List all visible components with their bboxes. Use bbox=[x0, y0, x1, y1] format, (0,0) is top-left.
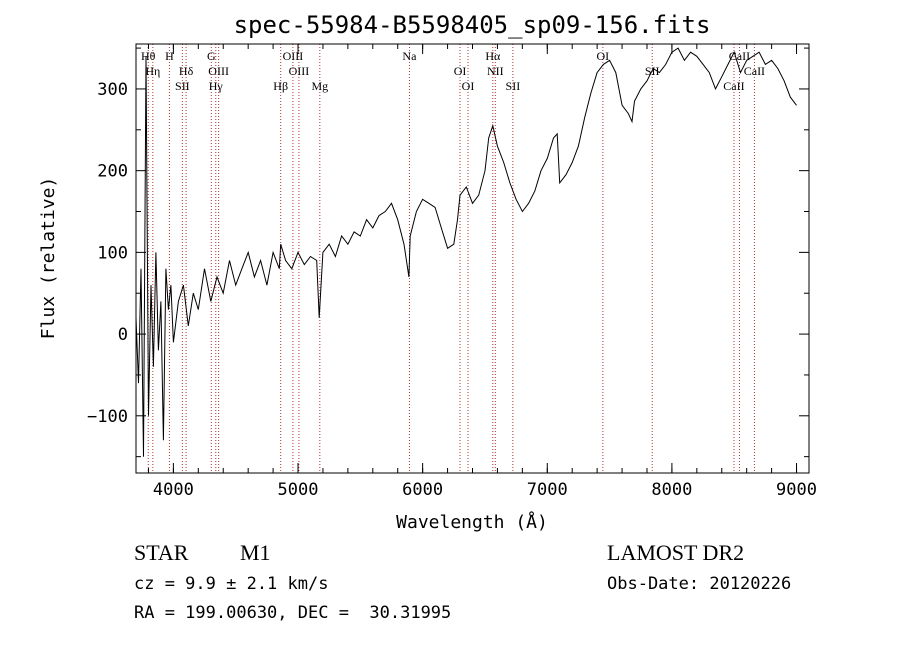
x-axis-ticks: 4000 5000 6000 7000 8000 9000 bbox=[147, 44, 817, 500]
line-label: SII bbox=[506, 79, 521, 93]
x-tick-label: 8000 bbox=[651, 480, 692, 500]
redshift-velocity: cz = 9.9 ± 2.1 km/s bbox=[134, 574, 329, 594]
line-label: Hα bbox=[485, 49, 501, 63]
line-label: Hγ bbox=[209, 79, 224, 93]
line-label: CaII bbox=[744, 64, 765, 78]
line-label: OI bbox=[597, 49, 610, 63]
survey-name: LAMOST DR2 bbox=[607, 540, 745, 565]
plot-frame bbox=[135, 43, 810, 474]
line-label: CaII bbox=[723, 79, 744, 93]
line-label: Hβ bbox=[273, 79, 288, 93]
line-label: NII bbox=[487, 64, 504, 78]
spectrum-line bbox=[135, 47, 797, 457]
ra-dec-coordinates: RA = 199.00630, DEC = 30.31995 bbox=[134, 603, 452, 623]
y-axis-ticks: −100 0 100 200 300 bbox=[87, 47, 809, 458]
x-tick-label: 5000 bbox=[278, 480, 319, 500]
x-tick-label: 6000 bbox=[402, 480, 443, 500]
emission-line-markers bbox=[147, 44, 755, 473]
line-label: H bbox=[165, 49, 174, 63]
line-label: Hη bbox=[145, 64, 160, 78]
y-axis-label: Flux (relative) bbox=[38, 177, 59, 340]
object-subclass: M1 bbox=[240, 540, 271, 565]
line-label: OI bbox=[454, 64, 467, 78]
line-label: Hθ bbox=[141, 49, 156, 63]
x-tick-label: 4000 bbox=[153, 480, 194, 500]
line-label: OI bbox=[462, 79, 475, 93]
y-tick-label: 100 bbox=[97, 243, 128, 263]
object-class: STAR bbox=[134, 540, 189, 565]
y-tick-label: −100 bbox=[87, 407, 128, 427]
y-tick-label: 200 bbox=[97, 162, 128, 182]
line-label: OIII bbox=[289, 64, 310, 78]
x-tick-label: 7000 bbox=[527, 480, 568, 500]
line-label: SII bbox=[175, 79, 190, 93]
y-tick-label: 300 bbox=[97, 80, 128, 100]
line-label: Na bbox=[402, 49, 417, 63]
line-label: OIII bbox=[283, 49, 304, 63]
chart-title: spec-55984-B5598405_sp09-156.fits bbox=[234, 11, 711, 39]
line-label: Hδ bbox=[179, 64, 194, 78]
line-label: OIII bbox=[208, 64, 229, 78]
observation-date: Obs-Date: 20120226 bbox=[607, 574, 792, 594]
y-tick-label: 0 bbox=[118, 325, 128, 345]
line-label: G bbox=[207, 49, 216, 63]
emission-line-labels: HθHηSIIHHδHγGOIIIHβOIIIOIIIMgNaOIOIHαNII… bbox=[141, 49, 765, 93]
x-tick-label: 9000 bbox=[776, 480, 817, 500]
x-axis-label: Wavelength (Å) bbox=[396, 511, 548, 533]
line-label: Mg bbox=[311, 79, 328, 93]
